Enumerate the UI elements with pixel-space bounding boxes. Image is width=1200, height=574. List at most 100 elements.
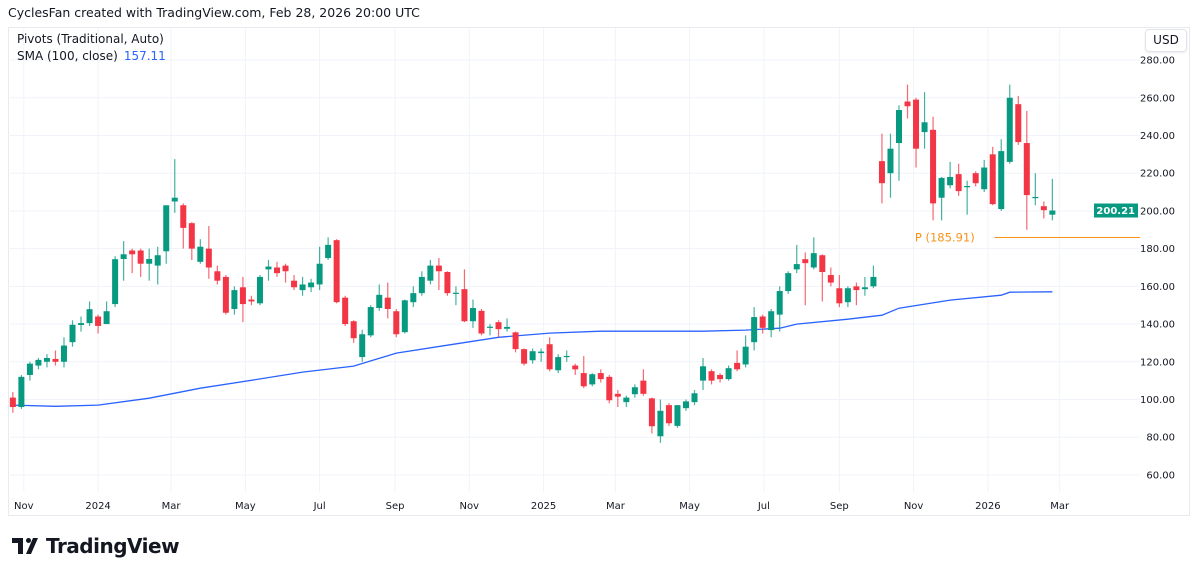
legend-sma[interactable]: SMA (100, close) 157.11 [17,48,166,65]
candle [861,276,868,296]
candle [921,92,928,149]
candle [487,324,494,336]
candle [256,275,263,306]
candle [793,244,800,274]
price-tick-label: 60.00 [1146,470,1175,481]
candle-body [231,290,238,309]
candle [52,350,59,366]
candle-body [188,223,195,249]
candle-body [640,380,647,394]
candle [274,261,281,277]
time-tick-label: Mar [606,501,626,512]
candle [197,239,204,264]
tradingview-logo-text: TradingView [46,534,180,558]
candle-body [742,346,749,365]
candle [708,369,715,385]
candle-body [793,264,800,270]
candle [751,307,758,351]
candle [759,314,766,334]
candle-body [657,410,664,437]
candle-body [325,244,332,259]
candle-body [393,311,400,335]
time-axis: Nov 2024 Mar May Jul Sep Nov 2025 Mar May Jul Sep No… [14,501,1070,512]
candle-body [1040,206,1047,211]
candle-body [367,307,374,336]
candle [103,301,110,325]
candle [819,254,826,302]
candle-body [342,297,349,325]
candle-body [112,259,119,305]
candle-body [529,351,536,361]
candle [870,265,877,289]
price-tick-label: 140.00 [1140,320,1175,331]
candle [171,159,178,213]
candle-body [418,276,425,294]
candle [725,365,732,381]
candle-body [580,373,587,387]
candle-body [861,287,868,290]
tradingview-logo-icon [12,538,38,554]
candle [248,295,255,306]
time-tick-label: Jul [757,501,770,512]
candle [827,267,834,287]
chart-frame [8,27,1190,516]
candle [350,320,357,343]
candle [947,161,954,189]
candle-body [35,359,42,366]
candle-body [103,311,110,325]
candle-body [154,255,161,266]
candle [606,374,613,404]
candle [26,361,33,381]
candle [691,390,698,406]
candle [205,226,212,279]
candle [700,358,707,391]
candle [239,276,246,323]
time-tick-label: 2026 [975,501,1000,512]
tradingview-logo[interactable]: TradingView [12,534,180,558]
candle-body [1023,143,1030,196]
candle [538,348,545,362]
candle-body [810,253,817,268]
candle-body [768,311,775,331]
currency-button[interactable]: USD [1145,29,1187,52]
candle-body [256,276,263,304]
candle-body [180,205,187,228]
candle [444,271,451,296]
candle [69,320,76,347]
candle-body [1049,210,1056,215]
candle [802,252,809,306]
candle [878,133,885,204]
candle [333,239,340,304]
time-tick-label: Mar [1050,501,1070,512]
candle-body [512,332,519,350]
time-tick-label: Nov [460,501,480,512]
candle [972,171,979,187]
candle [1032,173,1039,206]
chart-attribution: CyclesFan created with TradingView.com, … [8,5,420,20]
candle-body [665,405,672,424]
candle [495,320,502,338]
candle [325,237,332,260]
candle-body [350,321,357,339]
candle-body [955,174,962,192]
candle [563,350,570,362]
candle-body [69,324,76,343]
candle [43,354,50,368]
candle [614,390,621,408]
candle-body [26,363,33,375]
candle [913,97,920,168]
candle-body [478,310,485,334]
candle [844,286,851,308]
candle-body [844,288,851,303]
candle-body [359,334,366,358]
price-axis: 60.00 80.00 100.00 120.00 140.00 160.00 180.00… [1140,56,1175,482]
legend-pivots[interactable]: Pivots (Traditional, Auto) [17,32,164,46]
candle-body [827,275,834,283]
candle-body [52,358,59,362]
candle [810,237,817,270]
candle [785,271,792,294]
price-tick-label: 280.00 [1140,56,1175,67]
candle-body [631,387,638,395]
candles-group [9,84,1056,443]
